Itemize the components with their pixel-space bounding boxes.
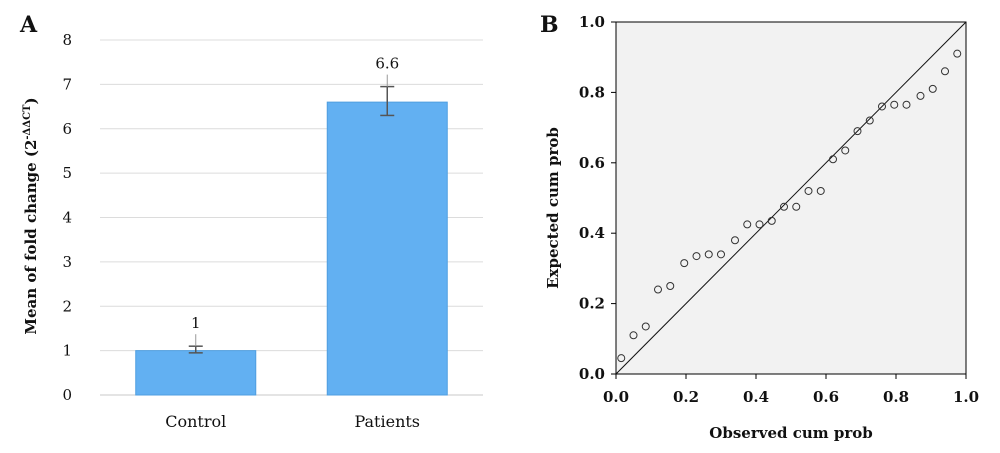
panel-b-point [641, 322, 650, 331]
panel-a-y-axis-title: Mean of fold change (2-ΔΔCT) [22, 97, 40, 334]
panel-b-point [717, 250, 725, 259]
panel-a-data-label: 6.6 [375, 55, 399, 73]
panel-b-x-tick-label: 1.0 [953, 388, 979, 406]
panel-a-category-label: Control [165, 412, 226, 431]
panel-a-y-tick-label: 4 [62, 209, 72, 227]
panel-b-point [816, 186, 825, 195]
panel-b-reference-line [615, 21, 967, 375]
panel-b-point [680, 259, 689, 268]
panel-b-point [878, 102, 886, 111]
panel-a-bar [135, 350, 257, 396]
panel-b-y-axis-title: Expected cum prob [544, 127, 562, 289]
panel-b-letter: B [540, 12, 559, 38]
panel-b-y-tick-label: 1.0 [579, 13, 605, 31]
panel-b-point [743, 220, 752, 229]
panel-b-y-ticks: 0.0 0.2 0.4 0.6 0.8 1.0 [579, 13, 616, 383]
panel-a-y-tick-label: 6 [62, 120, 72, 138]
panel-b-x-tick-label: 0.2 [673, 388, 699, 406]
panel-a-data-label: 1 [191, 314, 201, 332]
panel-a-y-tick-label: 1 [62, 342, 72, 360]
panel-a-y-tick-label: 5 [62, 164, 72, 182]
panel-a-bars [135, 101, 448, 396]
panel-b-y-tick-label: 0.0 [579, 365, 605, 383]
panel-b-point [692, 252, 701, 261]
panel-a-y-tick-label: 3 [62, 253, 72, 271]
panel-b-point [841, 146, 850, 155]
panel-a-data-labels: 16.6 [191, 55, 399, 333]
panel-b-point [666, 282, 675, 290]
panel-b-point [865, 116, 874, 125]
panel-b-point [780, 202, 788, 211]
panel-b-point [853, 127, 862, 136]
panel-a-category-label: Patients [354, 412, 420, 431]
panel-b-point [755, 220, 764, 229]
panel-b-point [916, 91, 925, 100]
panel-b-point [902, 100, 911, 109]
panel-b-x-axis-title: Observed cum prob [709, 424, 872, 442]
panel-a-y-ticks: 0 1 2 3 4 5 6 7 8 [62, 31, 72, 404]
panel-b-x-tick-label: 0.0 [603, 388, 629, 406]
panel-b-y-tick-label: 0.4 [579, 224, 605, 242]
panel-a-y-tick-label: 7 [62, 75, 72, 93]
panel-a-letter: A [19, 12, 38, 38]
panel-b-scatter-plot: B 0.0 0.2 0.4 0.6 0.8 1.0 0.00.20.40.60.81.0 … [540, 12, 979, 442]
panel-a-error-bars [188, 74, 395, 354]
panel-b-y-tick-label: 0.6 [579, 154, 605, 172]
panel-b-point [654, 285, 662, 294]
panel-b-y-tick-label: 0.8 [579, 83, 605, 101]
panel-a-y-tick-label: 8 [62, 31, 72, 49]
panel-b-point [617, 354, 626, 363]
panel-a-y-tick-label: 0 [62, 386, 72, 404]
panel-b-y-tick-label: 0.2 [579, 295, 605, 313]
panel-b-points [617, 49, 962, 363]
panel-a-bar [326, 101, 448, 396]
panel-b-x-ticks: 0.0 0.2 0.4 0.6 0.8 1.0 [603, 374, 979, 406]
panel-b-point [928, 84, 937, 93]
panel-b-point [941, 67, 949, 76]
panel-b-x-tick-label: 0.6 [813, 388, 839, 406]
panel-a-categories: Control Patients [165, 412, 420, 431]
panel-b-point [953, 49, 962, 58]
panel-b-point [804, 186, 813, 195]
panel-b-x-tick-label: 0.8 [883, 388, 909, 406]
panel-b-x-tick-label: 0.4 [743, 388, 769, 406]
panel-a-y-tick-label: 2 [62, 297, 72, 315]
panel-b-point [792, 202, 801, 211]
panel-b-point [704, 250, 713, 259]
panel-b-point [890, 100, 899, 109]
panel-b-point [829, 155, 837, 164]
panel-b-point [767, 216, 776, 225]
panel-b-point [629, 331, 638, 340]
panel-b-point [731, 236, 739, 245]
